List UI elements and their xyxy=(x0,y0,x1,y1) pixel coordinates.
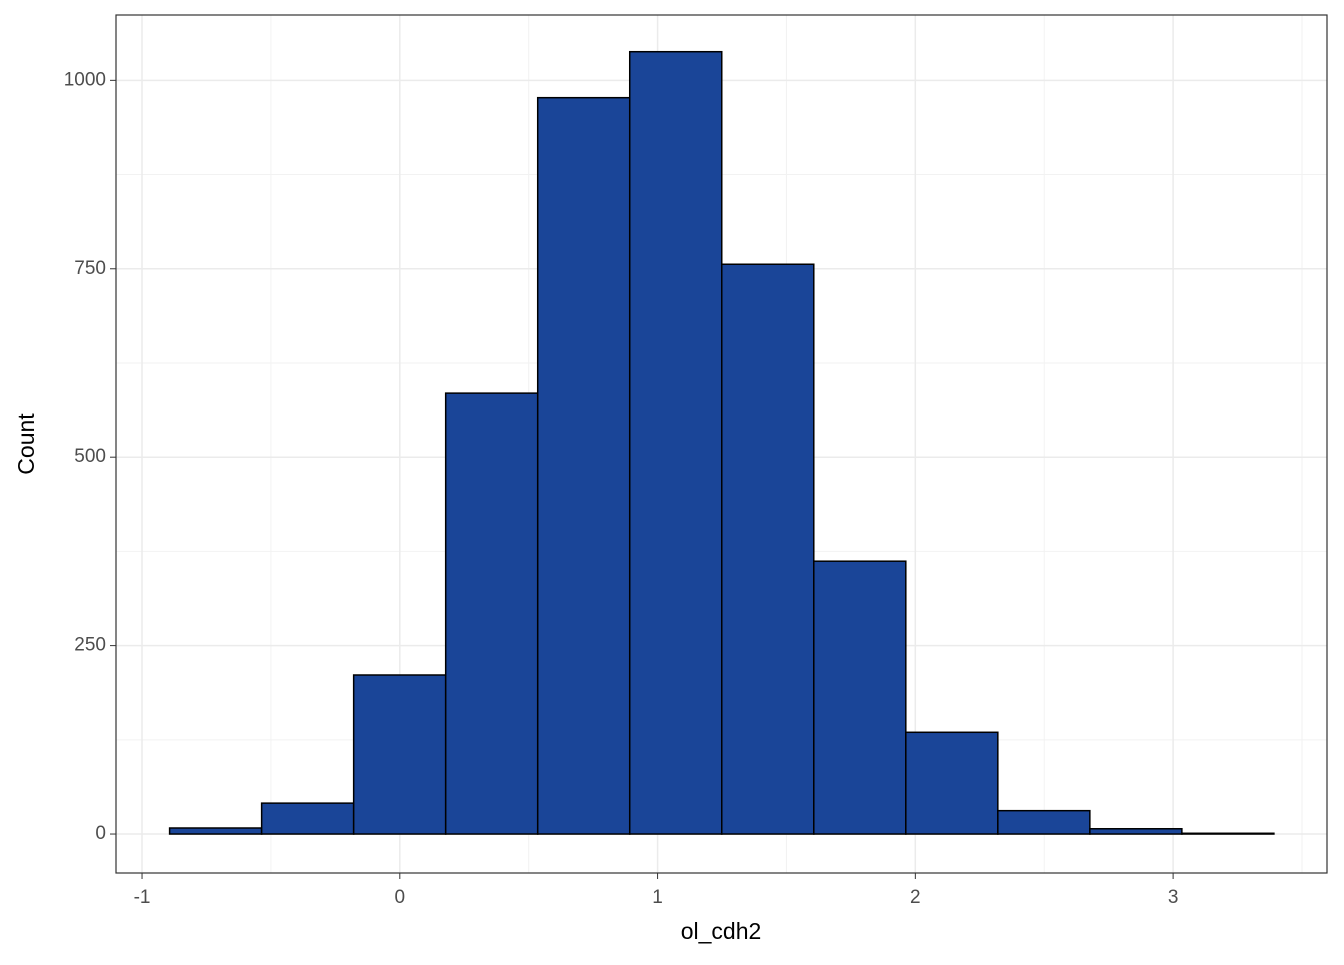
y-tick-label: 750 xyxy=(74,258,106,279)
bar xyxy=(997,809,1091,835)
panel-border xyxy=(115,14,1328,874)
bar xyxy=(1181,832,1275,835)
bar xyxy=(905,731,999,835)
bar xyxy=(721,263,815,835)
x-tick-label: 3 xyxy=(1168,887,1179,908)
x-tick-label: 2 xyxy=(910,887,921,908)
y-tick-label: 0 xyxy=(95,823,106,844)
bar xyxy=(168,827,263,835)
y-axis-label: Count xyxy=(13,413,39,475)
bar xyxy=(260,802,355,835)
y-tick-label: 250 xyxy=(74,635,106,656)
bar xyxy=(628,50,723,835)
bar xyxy=(536,96,631,835)
x-tick-label: -1 xyxy=(134,887,151,908)
y-tick-label: 500 xyxy=(74,446,106,467)
y-tick-label: 1000 xyxy=(64,69,106,90)
x-tick-label: 0 xyxy=(395,887,406,908)
bar xyxy=(813,560,907,835)
bar xyxy=(1089,828,1183,835)
bar xyxy=(352,674,447,835)
x-axis-label: ol_cdh2 xyxy=(681,918,762,944)
bar xyxy=(444,392,539,835)
x-tick-label: 1 xyxy=(652,887,663,908)
